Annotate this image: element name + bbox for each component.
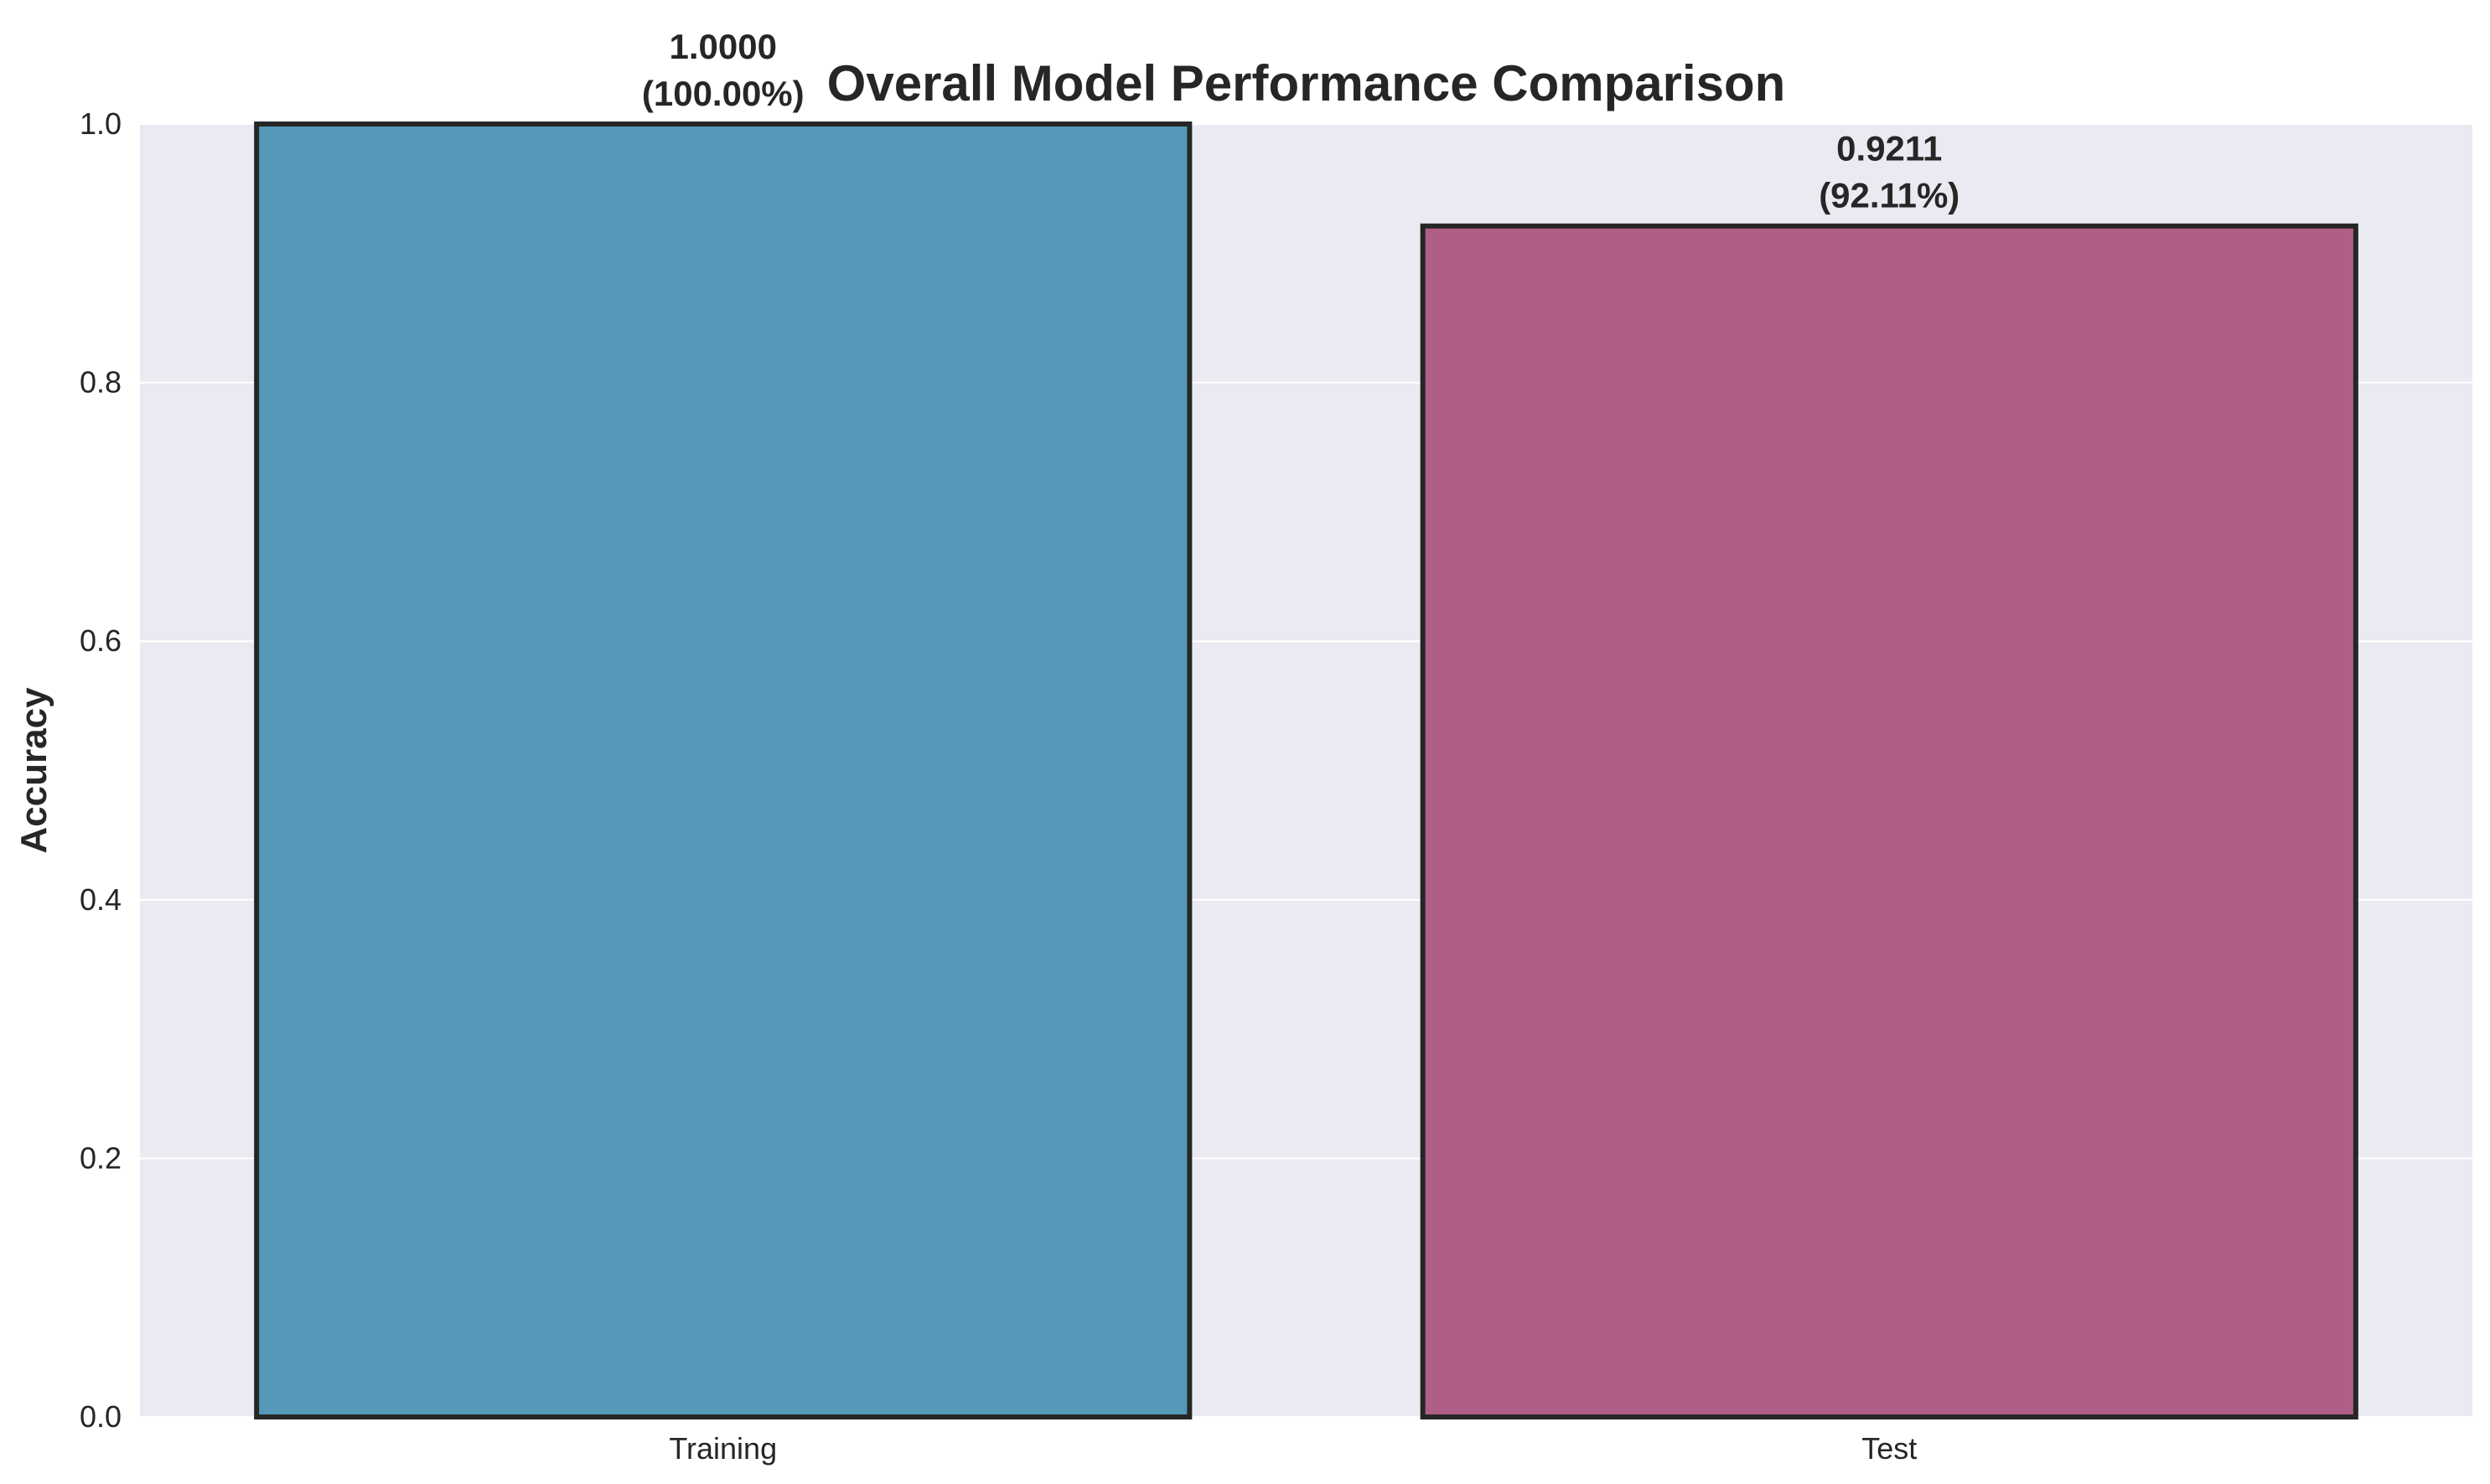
y-tick-label: 0.8 [80,365,122,400]
y-axis-ticks: 0.0 0.2 0.4 0.6 0.8 1.0 [80,106,122,1434]
y-tick-label: 0.4 [80,882,122,917]
x-tick-label: Training [669,1431,777,1466]
bar-test [1420,223,2358,1420]
y-axis-label: Accuracy [13,687,54,854]
x-axis-ticks: Training Test [669,1431,1917,1466]
x-tick-label: Test [1861,1431,1917,1466]
bars [254,122,2358,1420]
data-labels: 1.0000 (100.00%) 0.9211 (92.11%) [642,27,1959,215]
y-tick-label: 0.0 [80,1399,122,1434]
bar-training [254,122,1193,1419]
chart-title: Overall Model Performance Comparison [827,55,1786,111]
y-tick-label: 0.6 [80,623,122,658]
bar-value-label: 1.0000 [670,27,777,66]
bar-percent-label: (100.00%) [642,74,805,113]
bar-percent-label: (92.11%) [1819,176,1959,215]
y-tick-label: 0.2 [80,1140,122,1175]
bar-value-label: 0.9211 [1836,129,1942,168]
y-tick-label: 1.0 [80,106,122,141]
